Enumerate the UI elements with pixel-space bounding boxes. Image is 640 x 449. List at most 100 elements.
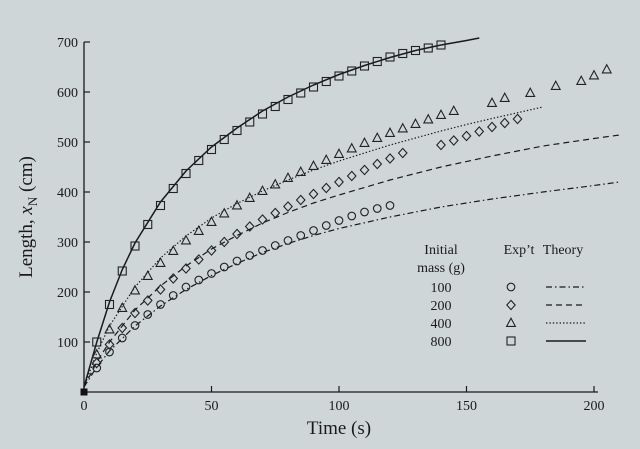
data-point-100 [321, 221, 331, 230]
x-tick-label: 0 [81, 399, 88, 414]
legend-rows: 100 200 400 800 [431, 281, 586, 350]
data-point-100 [156, 300, 165, 309]
data-point-400 [231, 199, 243, 210]
data-point-400 [104, 323, 115, 334]
data-point-800 [410, 45, 421, 56]
data-point-200 [91, 357, 102, 369]
y-axis-title: Length, xN (cm) [16, 156, 40, 278]
data-point-100 [194, 275, 204, 285]
data-point-100 [130, 321, 140, 330]
axis-ticks: 0 50 100 150 200 100 200 300 400 500 600 700 [57, 36, 605, 414]
legend-mass-800: 800 [431, 335, 452, 350]
data-point-100 [143, 310, 153, 319]
data-point-100 [296, 231, 306, 240]
data-point-400 [155, 257, 166, 267]
data-point-800 [117, 266, 127, 276]
data-point-100 [232, 256, 242, 266]
data-point-400 [193, 225, 205, 235]
y-tick-label: 100 [57, 336, 78, 351]
data-point-400 [359, 137, 370, 147]
data-point-800 [270, 101, 280, 112]
data-point-400 [206, 216, 217, 226]
data-point-200 [219, 236, 230, 248]
y-tick-label: 600 [57, 86, 78, 101]
legend-mass-200: 200 [431, 299, 452, 314]
data-point-800 [423, 43, 433, 53]
data-point-800 [398, 48, 408, 59]
data-point-800 [321, 76, 331, 87]
data-point-400 [116, 302, 128, 312]
legend-header-mass: mass (g) [417, 261, 465, 276]
theory-line-200 [83, 134, 620, 388]
data-point-200 [104, 339, 115, 350]
legend-mass-400: 400 [431, 317, 452, 332]
data-point-400 [282, 172, 294, 182]
data-point-400 [180, 234, 192, 245]
data-point-800 [296, 88, 306, 98]
data-point-400 [129, 284, 141, 295]
data-point-400 [257, 185, 268, 195]
data-point-400 [167, 245, 179, 255]
data-point-400 [601, 63, 613, 74]
data-point-200 [117, 322, 128, 334]
y-tick-label: 700 [57, 36, 78, 51]
data-point-800 [194, 155, 204, 166]
data-point-100 [92, 363, 102, 373]
data-point-100 [309, 226, 318, 235]
data-point-200 [181, 263, 191, 274]
legend-marker-800 [506, 336, 516, 346]
data-point-800 [219, 134, 229, 145]
data-point-400 [397, 122, 409, 133]
data-point-200 [359, 164, 370, 176]
theory-line-400 [83, 106, 544, 388]
data-point-100 [270, 241, 280, 250]
data-point-800 [359, 61, 370, 71]
data-point-200 [270, 207, 281, 219]
data-point-100 [258, 246, 267, 255]
x-tick-label: 50 [205, 399, 219, 414]
axes [83, 42, 598, 393]
data-point-800 [334, 71, 344, 81]
data-point-800 [104, 299, 115, 310]
data-point-400 [448, 105, 460, 115]
data-point-200 [346, 170, 357, 182]
data-point-800 [347, 66, 357, 76]
data-point-800 [283, 94, 293, 105]
data-point-400 [142, 270, 154, 280]
y-tick-label: 400 [57, 186, 78, 201]
data-point-400 [410, 118, 421, 128]
data-point-200 [321, 182, 332, 194]
y-tick-label: 500 [57, 136, 78, 151]
data-point-100 [219, 262, 229, 272]
legend: Initial mass (g) Exp’t Theory 100 200 400 8… [417, 243, 586, 350]
x-axis-title: Time (s) [307, 418, 371, 439]
data-point-200 [448, 135, 459, 146]
data-point-400 [435, 109, 447, 119]
data-point-200 [193, 254, 204, 265]
data-point-400 [346, 142, 358, 153]
y-axis-title-main: Length, [16, 215, 37, 278]
data-point-400 [333, 148, 345, 158]
data-point-400 [269, 178, 281, 189]
y-axis-title-var: x [16, 206, 37, 216]
data-point-800 [372, 56, 382, 67]
data-point-100 [360, 207, 369, 217]
data-point-100 [207, 269, 216, 278]
data-point-200 [155, 284, 166, 295]
data-point-800 [257, 109, 268, 119]
data-point-100 [168, 291, 178, 300]
data-point-800 [245, 117, 255, 127]
data-point-400 [486, 97, 498, 107]
data-point-100 [105, 347, 114, 357]
legend-header-expt: Exp’t [504, 243, 535, 258]
x-tick-label: 100 [329, 399, 350, 414]
legend-marker-200 [506, 299, 516, 311]
data-point-400 [588, 69, 600, 80]
data-point-200 [499, 117, 510, 129]
data-point-400 [422, 113, 434, 124]
data-point-100 [181, 282, 191, 292]
legend-marker-100 [506, 282, 516, 292]
data-point-400 [308, 160, 319, 170]
data-point-800 [155, 200, 166, 211]
